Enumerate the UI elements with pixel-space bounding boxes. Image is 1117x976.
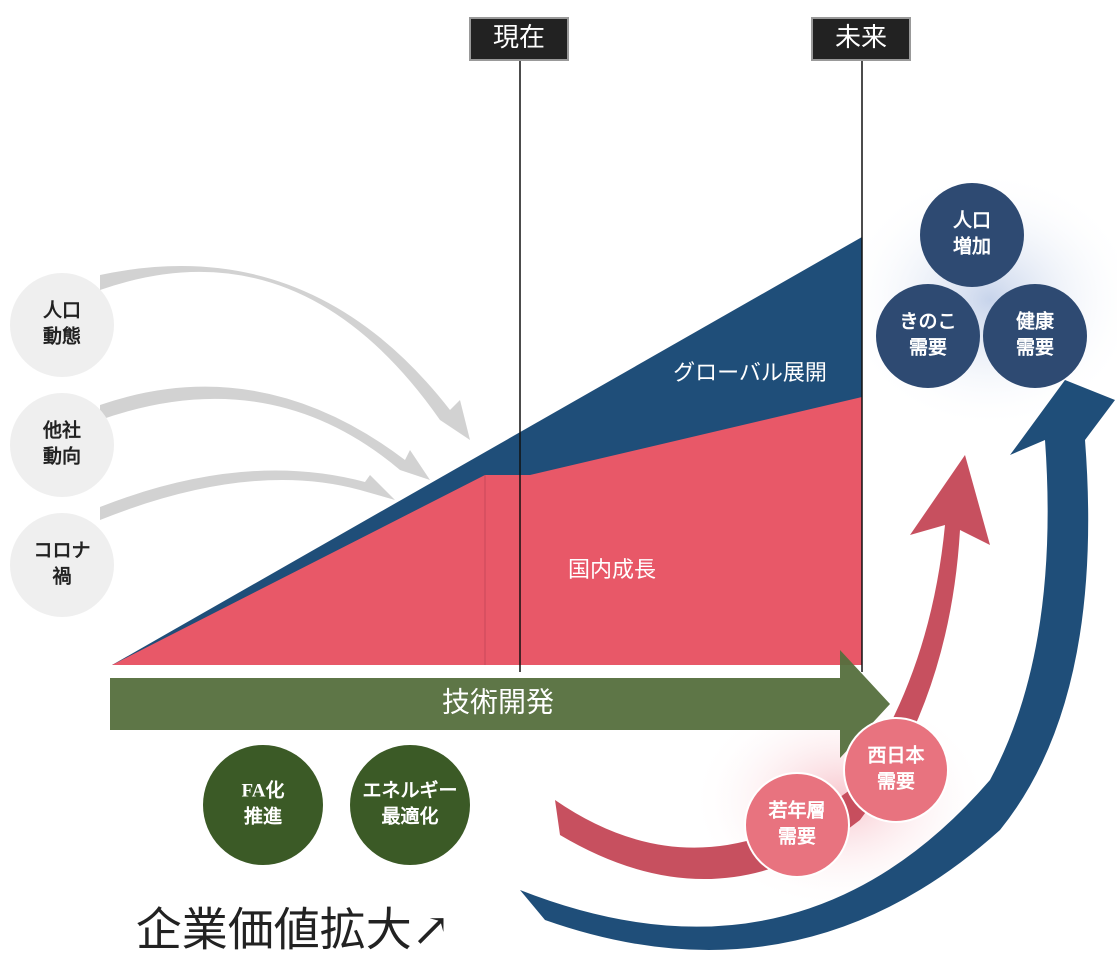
circle-label: 西日本 — [867, 743, 924, 766]
circle — [10, 273, 114, 377]
circle-label: 動向 — [43, 444, 81, 467]
circle-label: FA化 — [242, 778, 285, 801]
circle — [10, 393, 114, 497]
circle — [843, 717, 949, 823]
circle — [876, 284, 980, 388]
circle-label: 推進 — [244, 804, 282, 827]
footer: 企業価値拡大↗ — [136, 905, 451, 956]
circle-label: 動態 — [43, 324, 81, 347]
circle-label: エネルギー — [362, 779, 457, 801]
circle — [350, 745, 470, 865]
circle-label: 人口 — [43, 299, 81, 321]
future-label: 未来 — [835, 23, 887, 52]
tech-label: 技術開発 — [442, 686, 554, 718]
future-box — [811, 17, 911, 61]
circle — [920, 183, 1024, 287]
circle-label: 需要 — [778, 825, 816, 847]
circle-label: 他社 — [42, 418, 81, 441]
tech-arrow — [110, 650, 890, 758]
circle-label: 需要 — [877, 770, 915, 792]
circle-label: コロナ — [33, 540, 90, 561]
domestic-label: 国内成長 — [568, 557, 656, 582]
circle-label: 需要 — [909, 336, 947, 358]
circle-label: 若年層 — [768, 798, 825, 821]
domestic-area — [112, 397, 862, 665]
circle-label: 人口 — [953, 209, 991, 231]
future-arrow — [520, 380, 1115, 950]
circle-label: 需要 — [1016, 336, 1054, 358]
circle — [983, 284, 1087, 388]
now-label: 現在 — [493, 23, 545, 52]
circle-label: 最適化 — [381, 804, 438, 827]
circle-label: 増加 — [953, 234, 991, 257]
circle-label: きのこ — [899, 310, 956, 332]
circle-label: 禍 — [52, 564, 71, 587]
circle-label: 健康 — [1016, 309, 1055, 332]
global-label: グローバル展開 — [673, 360, 827, 385]
influence-arrows — [100, 266, 470, 520]
now-box — [469, 17, 569, 61]
circle — [203, 745, 323, 865]
circle — [744, 772, 850, 878]
circle — [10, 513, 114, 617]
